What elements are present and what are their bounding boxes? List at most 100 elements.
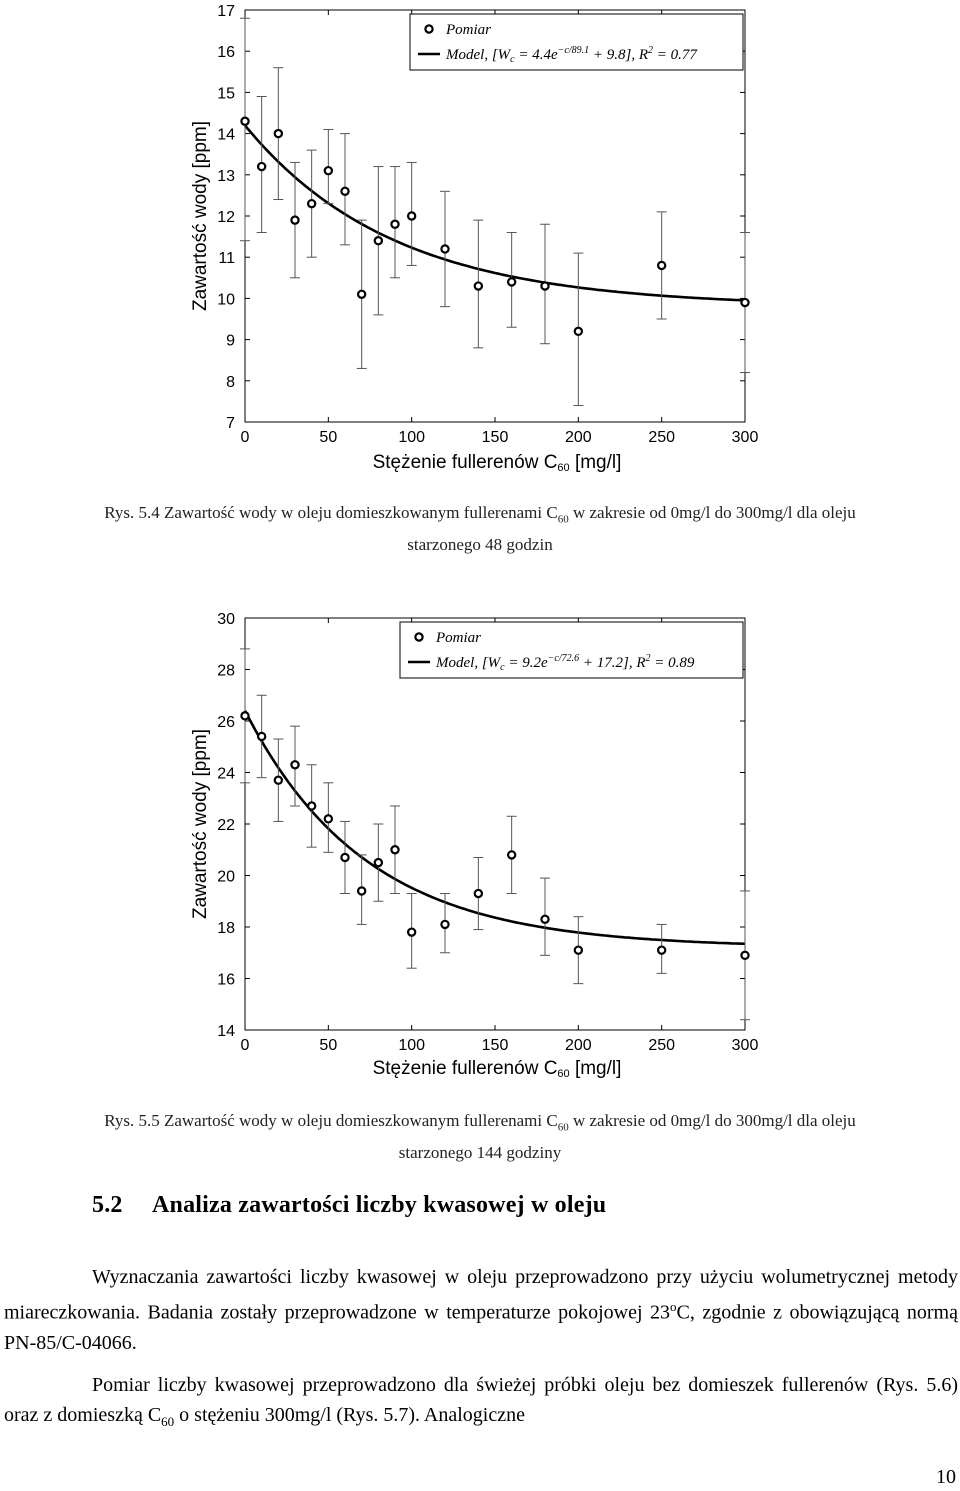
- y-tick-label: 15: [217, 85, 235, 102]
- y-axis-label: Zawartość wody [ppm]: [190, 121, 211, 311]
- y-tick-label: 16: [217, 972, 235, 989]
- x-tick-label: 0: [241, 429, 250, 446]
- y-tick-label: 14: [217, 1023, 235, 1040]
- x-axis-label: Stężenie fullerenów C60 [mg/l]: [373, 452, 622, 474]
- legend-label-points: Pomiar: [445, 22, 491, 38]
- x-tick-label: 0: [241, 1037, 250, 1054]
- caption-5-5: Rys. 5.5 Zawartość wody w oleju domieszk…: [0, 1108, 960, 1166]
- y-tick-label: 11: [218, 250, 235, 267]
- x-tick-label: 200: [565, 429, 592, 446]
- y-tick-label: 13: [217, 168, 235, 185]
- y-tick-label: 28: [217, 663, 235, 680]
- y-tick-label: 30: [217, 611, 235, 628]
- data-point: [573, 945, 584, 955]
- data-point: [240, 711, 250, 721]
- data-point: [256, 161, 267, 172]
- section-title: Analiza zawartości liczby kwasowej w ole…: [152, 1192, 607, 1218]
- y-tick-label: 7: [226, 415, 235, 432]
- x-tick-label: 50: [319, 1037, 337, 1054]
- data-point: [390, 219, 400, 229]
- plot-frame: [244, 617, 746, 1031]
- error-bar: [240, 17, 250, 242]
- paragraph-1-sup: o: [670, 1299, 677, 1314]
- x-tick-label: 200: [565, 1037, 592, 1054]
- paragraph-1-text-a: Wyznaczania zawartości liczby kwasowej w…: [4, 1266, 958, 1324]
- caption-5-5-sub: 60: [557, 1121, 569, 1134]
- data-point: [473, 888, 484, 899]
- legend: Pomiar Model, [Wc = 4.4e−c/89.1 + 9.8], R…: [409, 13, 744, 71]
- data-point: [740, 297, 750, 308]
- caption-5-5-text-a: Rys. 5.5 Zawartość wody w oleju domieszk…: [104, 1111, 558, 1130]
- y-tick-label: 16: [217, 44, 235, 61]
- x-tick-label: 250: [648, 1037, 675, 1054]
- data-point: [390, 845, 400, 855]
- data-point: [323, 814, 334, 824]
- caption-5-5-text-b: w zakresie od 0mg/l do 300mg/l dla oleju: [568, 1111, 856, 1130]
- data-point: [373, 236, 384, 246]
- y-tick-label: 10: [217, 291, 235, 308]
- y-tick-label: 9: [226, 333, 235, 350]
- caption-5-4-sub: 60: [557, 513, 569, 526]
- x-tick-label: 300: [732, 429, 759, 446]
- caption-5-4-text-a: Rys. 5.4 Zawartość wody w oleju domieszk…: [104, 503, 558, 522]
- x-axis-label: Stężenie fullerenów C60 [mg/l]: [373, 1058, 622, 1080]
- data-point: [540, 914, 550, 924]
- legend: Pomiar Model, [Wc = 9.2e−c/72.6 + 17.2], …: [399, 621, 744, 679]
- legend-box: [409, 13, 744, 71]
- data-point: [656, 260, 667, 271]
- data-point: [406, 927, 417, 937]
- data-point: [656, 945, 667, 955]
- legend-box: [399, 621, 744, 679]
- paragraph-2-text-a: Pomiar liczby kwasowej przeprowadzono dl…: [4, 1374, 958, 1426]
- data-point: [290, 215, 300, 225]
- data-point: [740, 950, 750, 961]
- data-point: [323, 165, 334, 176]
- legend-label-model: Model, [Wc = 9.2e−c/72.6 + 17.2], R2 = 0…: [435, 653, 695, 673]
- y-tick-label: 14: [217, 127, 235, 144]
- caption-5-4-line2: starzonego 48 godzin: [407, 535, 553, 555]
- paragraph-1-text-b: C, zgodnie z obowiązującą normą PN-85/C-…: [4, 1301, 958, 1354]
- data-point: [290, 760, 300, 770]
- y-tick-label: 12: [217, 209, 235, 226]
- paragraph-2-sub: 60: [161, 1414, 175, 1429]
- x-tick-label: 300: [732, 1037, 759, 1054]
- paragraph-2-text-b: o stężeniu 300mg/l (Rys. 5.7). Analogicz…: [174, 1404, 525, 1426]
- y-tick-label: 8: [226, 374, 235, 391]
- legend-point-marker: [414, 632, 424, 642]
- model-curve: [243, 710, 746, 946]
- data-point: [356, 886, 367, 896]
- section-heading: 5.2 Analiza zawartości liczby kwasowej w …: [92, 1192, 606, 1219]
- x-tick-label: 150: [482, 1037, 509, 1054]
- y-tick-label: 22: [217, 817, 235, 834]
- data-point: [440, 919, 450, 930]
- caption-5-5-line2: starzonego 144 godziny: [398, 1143, 562, 1163]
- data-point: [340, 186, 350, 196]
- data-point: [273, 775, 284, 785]
- figure-5-5: 14 16 18 20 22 24 26 28 30 0 50 100 150 200 250 300 Stęż…: [0, 600, 960, 1090]
- y-tick-label: 24: [217, 766, 235, 783]
- data-point: [573, 326, 584, 337]
- page-number: 10: [936, 1466, 956, 1488]
- data-point: [506, 850, 517, 860]
- data-point: [540, 281, 550, 291]
- data-point: [340, 852, 350, 863]
- y-tick-label: 26: [217, 714, 235, 731]
- data-point: [406, 211, 417, 221]
- x-tick-label: 50: [319, 429, 337, 446]
- legend-point-marker: [424, 24, 434, 34]
- x-tick-label: 150: [482, 429, 509, 446]
- model-curve: [243, 124, 746, 302]
- x-tick-label: 100: [398, 1037, 425, 1054]
- x-tick-label: 250: [648, 429, 675, 446]
- y-tick-label: 20: [217, 869, 235, 886]
- data-point: [373, 857, 384, 868]
- y-tick-label: 18: [217, 920, 235, 937]
- x-tick-label: 100: [398, 429, 425, 446]
- paragraph-2: Pomiar liczby kwasowej przeprowadzono dl…: [4, 1370, 958, 1437]
- section-number: 5.2: [92, 1192, 123, 1218]
- data-point: [273, 128, 284, 139]
- plot-frame: [244, 9, 746, 423]
- legend-label-model: Model, [Wc = 4.4e−c/89.1 + 9.8], R2 = 0.…: [445, 45, 698, 65]
- chart-5-4: 7 8 9 10 11 12 13 14 15 16 17 0 50 100 150 200 250 300 Stę…: [190, 3, 759, 474]
